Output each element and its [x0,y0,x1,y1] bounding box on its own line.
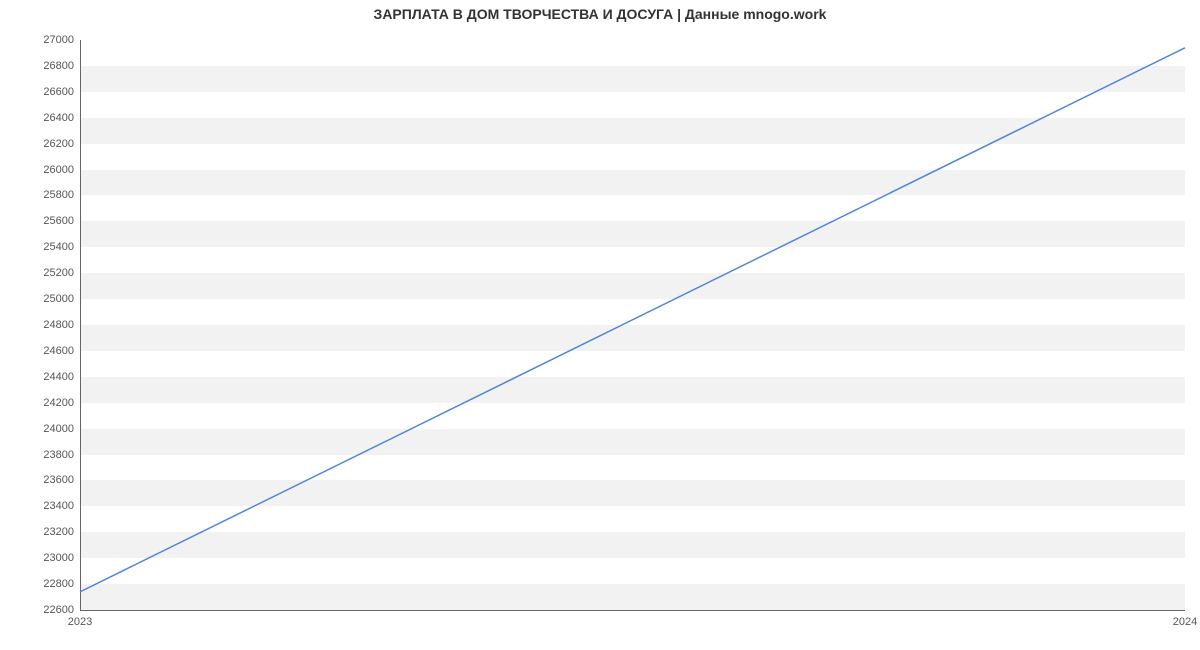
y-tick-label: 26600 [43,86,80,98]
y-tick-label: 24800 [43,319,80,331]
y-tick-label: 25800 [43,189,80,201]
y-tick-label: 24600 [43,345,80,357]
y-tick-label: 25400 [43,241,80,253]
y-tick-label: 26200 [43,138,80,150]
plot-area: 2260022800230002320023400236002380024000… [80,40,1185,610]
x-tick-label: 2024 [1173,610,1197,628]
y-tick-label: 23000 [43,552,80,564]
y-tick-label: 25600 [43,215,80,227]
y-tick-label: 24400 [43,371,80,383]
y-tick-label: 23800 [43,449,80,461]
x-axis-line [80,610,1185,611]
y-tick-label: 24000 [43,423,80,435]
y-tick-label: 25200 [43,267,80,279]
y-tick-label: 26000 [43,164,80,176]
y-tick-label: 26400 [43,112,80,124]
y-tick-label: 27000 [43,34,80,46]
x-tick-label: 2023 [68,610,92,628]
line-layer [80,40,1185,610]
salary-chart: ЗАРПЛАТА В ДОМ ТВОРЧЕСТВА И ДОСУГА | Дан… [0,0,1200,650]
y-tick-label: 23200 [43,526,80,538]
y-tick-label: 23400 [43,500,80,512]
y-tick-label: 25000 [43,293,80,305]
y-tick-label: 26800 [43,60,80,72]
y-tick-label: 24200 [43,397,80,409]
chart-title: ЗАРПЛАТА В ДОМ ТВОРЧЕСТВА И ДОСУГА | Дан… [0,6,1200,22]
y-tick-label: 22800 [43,578,80,590]
series-line [80,48,1185,592]
y-tick-label: 23600 [43,474,80,486]
